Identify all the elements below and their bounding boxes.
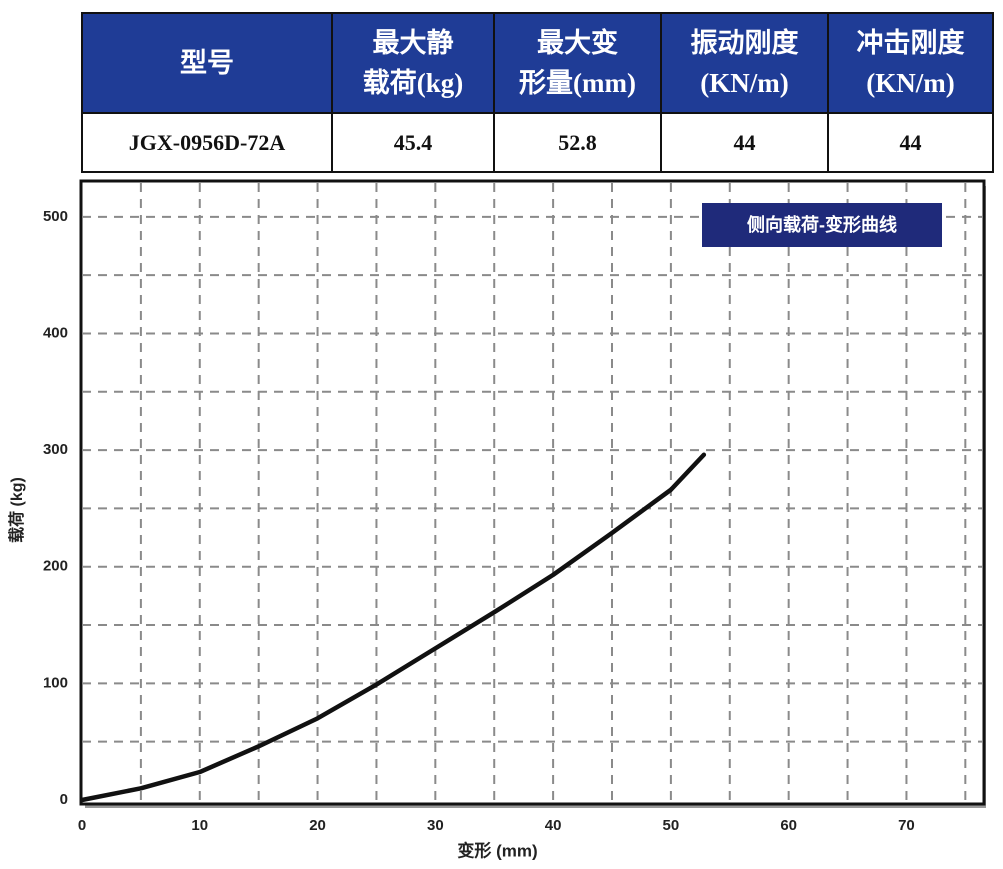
x-tick-label: 30 bbox=[427, 817, 444, 834]
y-axis-label: 载荷 (kg) bbox=[8, 477, 26, 543]
header-cell: 型号 bbox=[81, 12, 333, 114]
header-text: 振动刚度 bbox=[690, 28, 799, 58]
cell: 45.4 bbox=[331, 112, 495, 173]
x-tick-label: 60 bbox=[780, 817, 797, 834]
data-row: JGX-0956D-72A 45.4 52.8 44 44 bbox=[81, 112, 994, 173]
x-tick-label: 20 bbox=[309, 817, 326, 834]
header-cell: 振动刚度 (KN/m) bbox=[660, 12, 829, 114]
header-text: 型号 bbox=[180, 48, 234, 78]
header-text: (KN/m) bbox=[866, 68, 955, 98]
cell: JGX-0956D-72A bbox=[81, 112, 333, 173]
header-text: (KN/m) bbox=[700, 68, 789, 98]
header-cell: 冲击刚度 (KN/m) bbox=[827, 12, 994, 114]
y-tick-label: 100 bbox=[43, 674, 68, 691]
cell: 44 bbox=[827, 112, 994, 173]
header-cell: 最大变形量(mm) bbox=[493, 12, 662, 114]
cell: 52.8 bbox=[493, 112, 662, 173]
cell: 44 bbox=[660, 112, 829, 173]
plot-area bbox=[79, 179, 986, 806]
header-text: 冲击刚度 bbox=[856, 28, 965, 58]
y-tick-label: 500 bbox=[43, 208, 68, 225]
header-text: 最大静 bbox=[372, 28, 454, 58]
x-tick-label: 50 bbox=[663, 817, 680, 834]
title-box bbox=[702, 203, 942, 247]
x-tick-label: 0 bbox=[78, 817, 86, 834]
y-tick-label: 300 bbox=[43, 441, 68, 458]
x-tick-label: 10 bbox=[191, 817, 208, 834]
x-tick-label: 70 bbox=[898, 817, 915, 834]
header-text: 最大变 bbox=[537, 28, 618, 58]
header-row: 型号 最大静 载荷(kg) 最大变 形量(mm) 振动刚度 (KN/m) 冲击刚度 (KN/m) bbox=[81, 12, 994, 114]
x-axis-label: 变形 (mm) bbox=[457, 840, 537, 860]
x-tick-label: 40 bbox=[545, 817, 562, 834]
y-tick-label: 400 bbox=[43, 324, 68, 341]
data-line bbox=[79, 452, 707, 803]
spec-table: 型号 最大静 载荷(kg) 最大变 形量(mm) 振动刚度 (KN/m) 冲击刚度 (KN/m)… bbox=[81, 12, 994, 173]
header-text: 载荷(kg) bbox=[362, 68, 464, 98]
header-cell: 最大静载荷(kg) bbox=[331, 12, 495, 114]
header-text: 形量(mm) bbox=[519, 68, 636, 98]
y-tick-label: 0 bbox=[60, 791, 68, 808]
y-tick-label: 200 bbox=[43, 558, 68, 575]
chart-title: 侧向载荷-变形曲线 bbox=[747, 214, 897, 235]
